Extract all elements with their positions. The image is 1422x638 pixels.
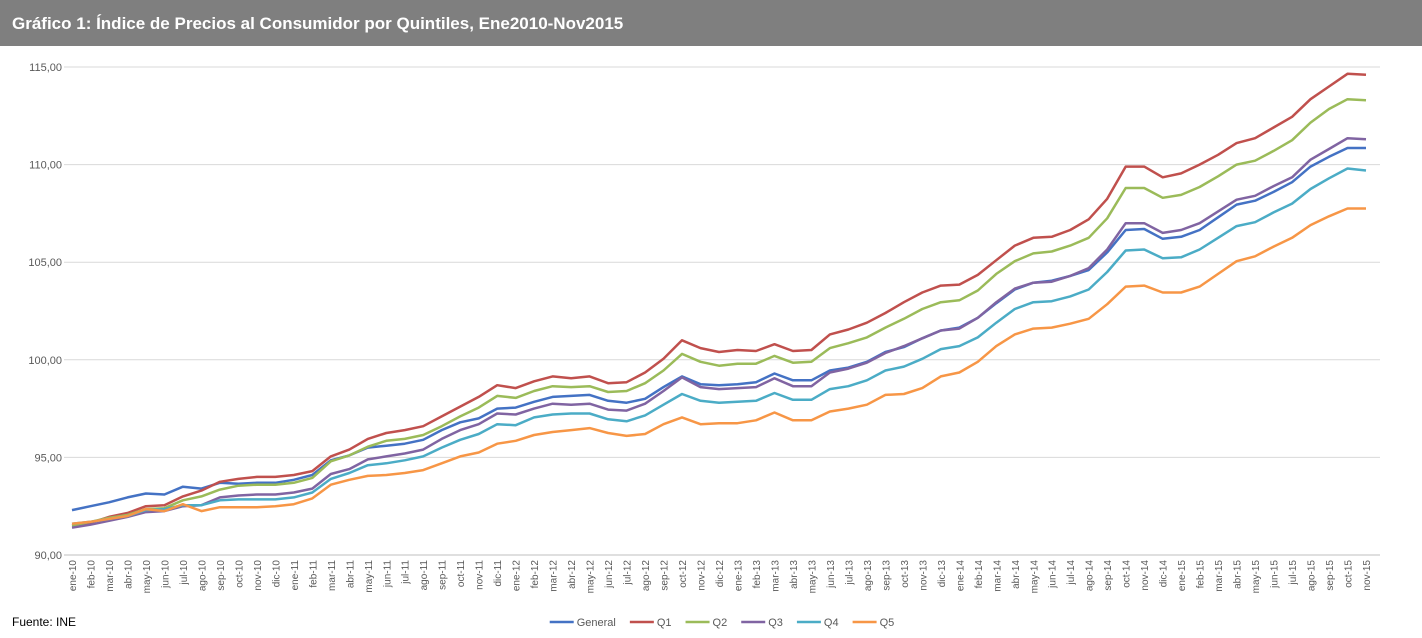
x-tick-label: oct-11 (456, 560, 467, 587)
x-tick-label: ene-14 (955, 560, 966, 592)
x-tick-label: jul-11 (401, 560, 412, 585)
x-tick-label: ene-12 (512, 560, 523, 592)
x-tick-label: jun-10 (160, 560, 171, 589)
x-tick-label: ago-11 (419, 560, 430, 591)
x-tick-label: sep-15 (1325, 560, 1336, 591)
x-tick-label: dic-10 (271, 560, 282, 588)
x-tick-label: sep-10 (216, 560, 227, 591)
x-tick-label: feb-12 (530, 560, 541, 589)
x-tick-label: nov-12 (697, 560, 708, 591)
x-tick-label: oct-13 (900, 560, 911, 588)
x-tick-label: may-10 (142, 560, 153, 594)
x-tick-label: ago-15 (1307, 560, 1318, 592)
x-tick-label: may-12 (586, 560, 597, 594)
y-tick-label: 95,00 (34, 452, 62, 464)
x-tick-label: jun-14 (1048, 560, 1059, 589)
x-tick-label: dic-13 (937, 560, 948, 588)
x-tick-label: feb-14 (974, 560, 985, 589)
x-tick-label: abr-12 (567, 560, 578, 589)
x-tick-label: may-13 (807, 560, 818, 594)
x-tick-label: dic-11 (493, 560, 504, 587)
legend-label: General (577, 617, 616, 629)
x-tick-label: jul-13 (844, 560, 855, 586)
y-tick-label: 100,00 (28, 355, 62, 367)
x-tick-label: ago-13 (863, 560, 874, 592)
series-line (71, 167, 1367, 526)
x-tick-label: feb-10 (86, 560, 97, 589)
x-tick-label: feb-13 (752, 560, 763, 589)
chart-title: Gráfico 1: Índice de Precios al Consumid… (12, 14, 623, 33)
series-line (71, 97, 1367, 527)
x-tick-label: may-15 (1251, 560, 1262, 594)
x-tick-label: jun-13 (826, 560, 837, 589)
x-tick-label: oct-10 (234, 560, 245, 588)
legend-label: Q3 (768, 617, 783, 629)
x-tick-label: nov-13 (918, 560, 929, 591)
x-tick-label: mar-13 (770, 560, 781, 592)
x-tick-label: jul-14 (1066, 560, 1077, 586)
x-tick-label: dic-14 (1159, 560, 1170, 588)
x-tick-label: mar-15 (1214, 560, 1225, 592)
legend-label: Q5 (880, 617, 895, 629)
x-tick-label: oct-14 (1122, 560, 1133, 588)
legend-label: Q4 (824, 617, 839, 629)
x-tick-label: sep-11 (438, 560, 449, 590)
x-tick-label: feb-15 (1196, 560, 1207, 589)
x-tick-label: ago-14 (1085, 560, 1096, 592)
x-tick-label: ene-15 (1177, 560, 1188, 592)
x-tick-label: may-14 (1029, 560, 1040, 594)
x-tick-label: nov-10 (253, 560, 264, 591)
x-tick-label: nov-15 (1362, 560, 1373, 591)
y-tick-label: 110,00 (29, 160, 62, 172)
x-tick-label: mar-10 (105, 560, 116, 592)
x-tick-label: mar-11 (327, 560, 338, 591)
title-bar (0, 0, 1422, 46)
series-line (71, 146, 1366, 512)
x-tick-label: abr-10 (123, 560, 134, 589)
x-tick-label: dic-12 (715, 560, 726, 588)
x-tick-label: mar-12 (549, 560, 560, 592)
series-line (71, 207, 1366, 526)
y-tick-label: 115,00 (29, 62, 62, 74)
x-tick-label: ene-13 (733, 560, 744, 592)
x-tick-label: jul-10 (179, 560, 190, 586)
x-tick-label: sep-14 (1103, 560, 1114, 591)
x-tick-label: jun-12 (604, 560, 615, 589)
x-tick-label: oct-15 (1344, 560, 1355, 588)
legend-label: Q2 (713, 617, 728, 629)
x-tick-label: abr-13 (789, 560, 800, 589)
legend: General Q1 Q2 Q3 Q4 Q5 (549, 617, 895, 629)
series-line (71, 136, 1367, 529)
x-tick-label: ene-10 (68, 560, 79, 592)
x-tick-label: abr-14 (1011, 560, 1022, 589)
source-note: Fuente: INE (12, 615, 76, 629)
x-tick-label: sep-13 (881, 560, 892, 591)
x-tick-label: feb-11 (308, 560, 319, 588)
x-tick-label: sep-12 (660, 560, 671, 591)
y-tick-label: 105,00 (28, 257, 62, 269)
y-tick-label: 90,00 (34, 550, 62, 562)
x-tick-label: abr-11 (345, 560, 356, 589)
x-tick-label: nov-14 (1140, 560, 1151, 591)
x-tick-label: mar-14 (992, 560, 1003, 592)
x-tick-label: abr-15 (1233, 560, 1244, 589)
x-tick-label: ago-12 (641, 560, 652, 592)
x-tick-label: ago-10 (197, 560, 208, 592)
x-tick-label: jun-11 (382, 560, 393, 588)
x-tick-label: nov-11 (475, 560, 486, 590)
x-tick-label: ene-11 (290, 560, 301, 591)
x-tick-label: jul-12 (623, 560, 634, 586)
x-tick-label: jun-15 (1270, 560, 1281, 589)
x-tick-label: oct-12 (678, 560, 689, 588)
legend-label: Q1 (657, 617, 672, 629)
x-tick-label: may-11 (364, 560, 375, 593)
series-line (71, 72, 1367, 527)
x-tick-label: jul-15 (1288, 560, 1299, 586)
